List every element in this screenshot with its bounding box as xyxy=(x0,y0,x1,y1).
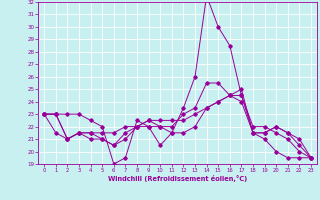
X-axis label: Windchill (Refroidissement éolien,°C): Windchill (Refroidissement éolien,°C) xyxy=(108,175,247,182)
